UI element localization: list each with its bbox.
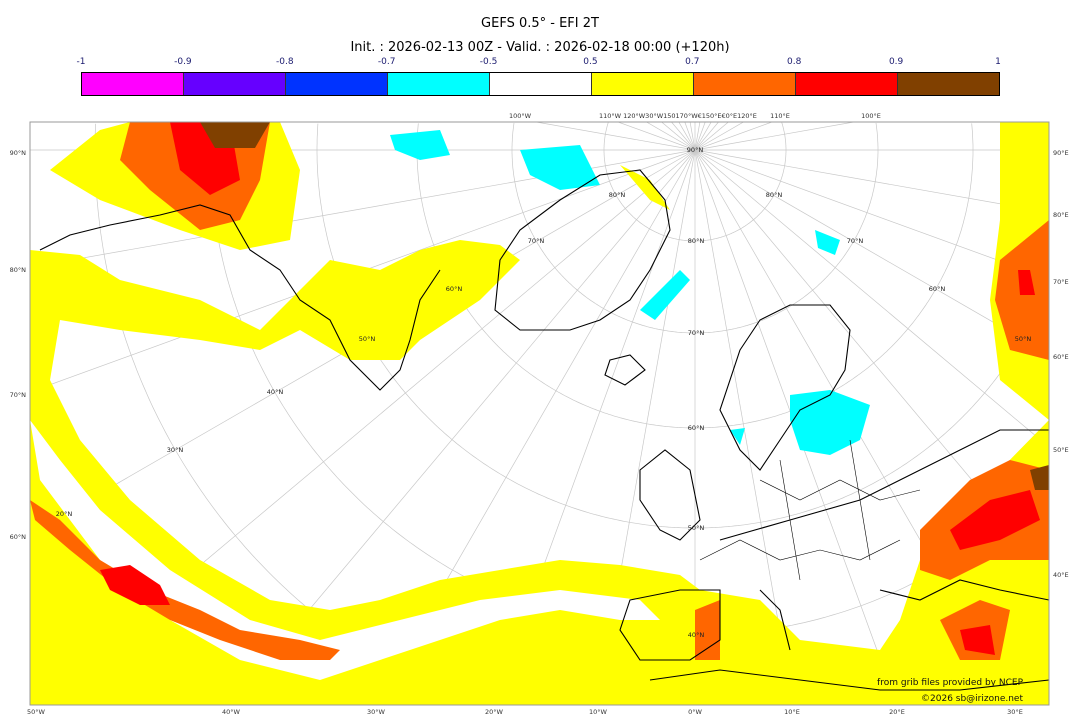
chart-title: GEFS 0.5° - EFI 2T	[481, 16, 599, 31]
colorbar	[81, 72, 1000, 96]
efi-red-areas	[100, 122, 1040, 655]
latitude-label: 40°N	[688, 631, 705, 639]
parallel	[316, 123, 695, 529]
colorbar-tick: 0.5	[583, 57, 598, 67]
meridian	[684, 122, 696, 151]
axis-label-left: 70°N	[10, 391, 27, 399]
axis-label-right: 60°E	[1053, 353, 1069, 361]
latitude-label: 60°N	[688, 424, 705, 432]
copyright: ©2026 sb@irizone.net	[921, 694, 1023, 704]
parallel	[416, 123, 695, 429]
meridian	[661, 122, 696, 151]
meridian	[694, 149, 1049, 448]
axis-label-top: 120°W30°W150170°W€150°E€0°E120°E	[623, 112, 757, 120]
meridian	[694, 122, 729, 151]
parallel	[695, 123, 974, 429]
colorbar-segment	[388, 73, 490, 95]
colorbar-segment	[694, 73, 796, 95]
meridian	[694, 122, 744, 151]
latitude-label: 70°N	[688, 329, 705, 337]
colorbar-tick: -1	[76, 57, 86, 67]
meridian	[694, 122, 706, 151]
meridian	[694, 122, 719, 151]
meridian	[646, 122, 696, 151]
latitude-label: 70°N	[528, 237, 545, 245]
meridian	[694, 149, 1049, 280]
latitude-label: 30°N	[167, 446, 184, 454]
parallel	[695, 122, 787, 242]
meridian	[694, 149, 794, 705]
axis-label-right: 50°E	[1053, 446, 1069, 454]
axis-label-top: 100°E	[861, 112, 881, 120]
axis-label-bottom: 30°E	[1007, 708, 1023, 716]
axis-label-right: 80°E	[1053, 211, 1069, 219]
colorbar-tick: 1	[995, 57, 1001, 67]
latitude-label: 50°N	[1015, 335, 1032, 343]
axis-label-right: 70°E	[1053, 278, 1069, 286]
latitude-label: 60°N	[446, 285, 463, 293]
axis-label-left: 90°N	[10, 149, 27, 157]
country-borders	[699, 439, 921, 581]
meridian	[694, 122, 854, 151]
colorbar-segment	[82, 73, 184, 95]
axis-label-top: 110°W	[599, 112, 622, 120]
axis-label-bottom: 30°W	[367, 708, 386, 716]
meridian	[694, 149, 1049, 355]
axis-label-bottom: 10°W	[589, 708, 608, 716]
meridian	[671, 122, 696, 151]
colorbar-tick: -0.9	[174, 57, 192, 67]
axis-label-bottom: 40°W	[222, 708, 241, 716]
latitude-label: 70°N	[847, 237, 864, 245]
colorbar-segment	[796, 73, 898, 95]
meridian	[678, 122, 696, 151]
colorbar-segment	[898, 73, 999, 95]
colorbar-segment	[184, 73, 286, 95]
axis-label-top: 110°E	[770, 112, 790, 120]
meridian	[694, 149, 1049, 213]
latitude-label: 50°N	[688, 524, 705, 532]
axis-label-bottom: 20°E	[889, 708, 905, 716]
parallel	[511, 122, 695, 334]
axis-label-right: 90°E	[1053, 149, 1069, 157]
meridian	[536, 122, 696, 151]
meridian	[694, 122, 773, 151]
axis-label-left: 60°N	[10, 533, 27, 541]
meridian	[694, 122, 701, 151]
axis-label-bottom: 50°W	[27, 708, 46, 716]
axis-label-right: 40°E	[1053, 571, 1069, 579]
colorbar-tick: 0.7	[685, 57, 700, 67]
latitude-label: 80°N	[688, 237, 705, 245]
colorbar-segment	[592, 73, 694, 95]
axis-label-bottom: 10°E	[784, 708, 800, 716]
axis-label-top: 100°W	[509, 112, 532, 120]
latitude-label: 60°N	[929, 285, 946, 293]
latitude-label: 20°N	[56, 510, 73, 518]
parallel	[695, 122, 879, 334]
meridian	[617, 122, 696, 151]
efi-brown-areas	[200, 122, 1049, 490]
axis-label-bottom: 0°W	[688, 708, 702, 716]
meridian	[689, 122, 696, 151]
latitude-label: 40°N	[267, 388, 284, 396]
colorbar-tick: -0.8	[275, 57, 294, 67]
map-frame	[29, 121, 1050, 706]
latitude-label: 80°N	[766, 191, 783, 199]
axis-label-bottom: 20°W	[485, 708, 504, 716]
latitude-label: 90°N	[687, 146, 704, 154]
latitude-label: 80°N	[609, 191, 626, 199]
chart-subtitle: Init. : 2026-02-13 00Z - Valid. : 2026-0…	[350, 40, 730, 55]
colorbar-segment	[490, 73, 592, 95]
meridian	[694, 122, 712, 151]
latitude-label: 50°N	[359, 335, 376, 343]
colorbar-tick: 0.9	[888, 57, 904, 67]
colorbar-tick: 0.8	[787, 57, 802, 67]
efi-cyan-areas	[390, 130, 870, 455]
source-credit: from grib files provided by NCEP	[877, 678, 1024, 688]
colorbar-segment	[286, 73, 388, 95]
colorbar-tick: -0.5	[479, 57, 498, 67]
axis-label-left: 80°N	[10, 266, 27, 274]
colorbar-tick: -0.7	[377, 57, 396, 67]
